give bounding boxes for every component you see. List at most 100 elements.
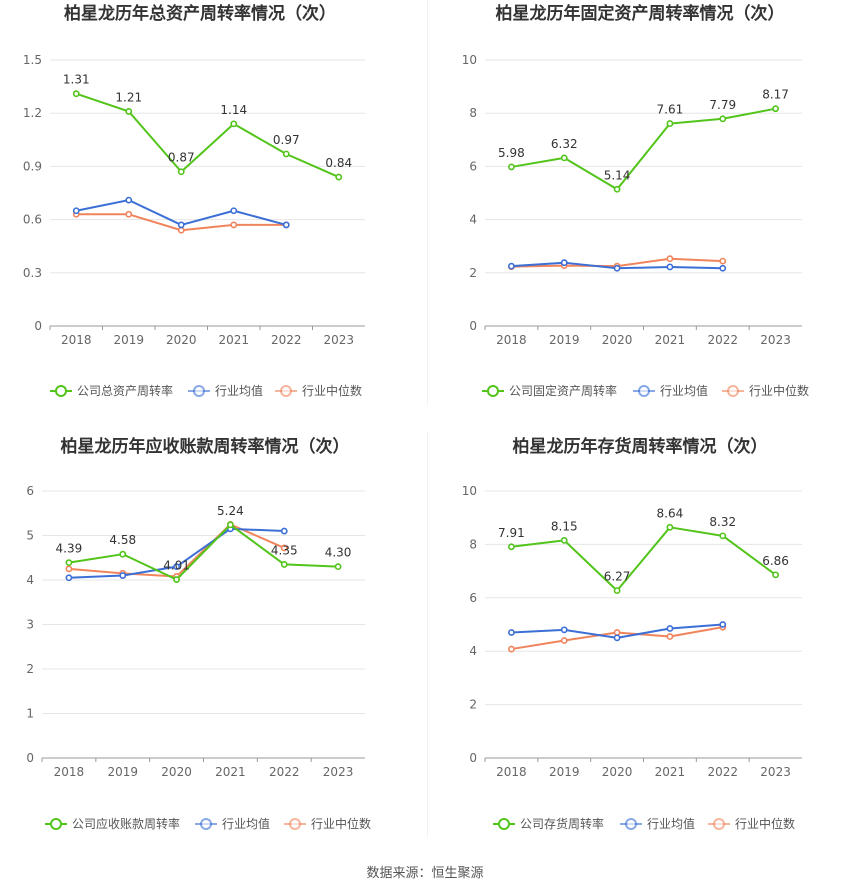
legend-label: 行业均值: [660, 383, 708, 398]
legend-label: 行业中位数: [749, 383, 809, 398]
data-label: 7.79: [709, 98, 736, 112]
data-point-median[interactable]: [613, 629, 621, 636]
data-point-avg[interactable]: [65, 574, 73, 582]
x-tick-label: 2020: [602, 765, 633, 779]
data-point-median[interactable]: [560, 637, 568, 644]
y-tick-label: 10: [462, 53, 477, 67]
data-point-company[interactable]: [119, 550, 127, 558]
data-point-avg[interactable]: [613, 264, 621, 272]
data-point-company[interactable]: [666, 120, 674, 127]
data-point-avg[interactable]: [613, 634, 621, 642]
data-point-company[interactable]: [227, 521, 234, 529]
data-point-company[interactable]: [335, 173, 343, 181]
data-point-avg[interactable]: [280, 527, 288, 535]
data-point-avg[interactable]: [177, 221, 185, 229]
data-label: 6.27: [604, 570, 631, 584]
legend-item-company[interactable]: 公司总资产周转率: [50, 383, 173, 398]
data-point-avg[interactable]: [230, 207, 238, 215]
data-point-company[interactable]: [772, 571, 779, 579]
data-point-avg[interactable]: [719, 621, 727, 628]
y-tick-label: 1: [26, 707, 34, 721]
data-point-median[interactable]: [719, 257, 727, 265]
data-point-median[interactable]: [666, 633, 674, 640]
data-label: 0.87: [168, 151, 195, 165]
y-tick-label: 4: [26, 573, 34, 587]
data-point-company[interactable]: [613, 185, 621, 193]
data-point-avg[interactable]: [560, 259, 568, 267]
legend-label: 公司总资产周转率: [77, 383, 173, 398]
data-point-company[interactable]: [334, 563, 342, 571]
data-point-company[interactable]: [719, 115, 727, 123]
data-point-avg[interactable]: [508, 629, 515, 636]
data-point-company[interactable]: [173, 576, 180, 583]
legend-item-avg[interactable]: 行业均值: [195, 816, 270, 831]
data-point-median[interactable]: [666, 255, 674, 263]
x-tick-label: 2018: [54, 765, 85, 779]
data-point-median[interactable]: [125, 210, 133, 218]
data-point-avg[interactable]: [125, 196, 133, 204]
data-point-company[interactable]: [560, 154, 568, 162]
data-point-avg[interactable]: [173, 563, 180, 571]
data-point-avg[interactable]: [560, 626, 568, 634]
x-tick-label: 2019: [549, 333, 580, 347]
data-point-avg[interactable]: [666, 263, 674, 271]
data-point-avg[interactable]: [719, 264, 727, 272]
legend-item-median[interactable]: 行业中位数: [722, 383, 809, 398]
x-tick-label: 2018: [496, 765, 527, 779]
data-point-company[interactable]: [177, 168, 185, 176]
series-line-company: [511, 526, 777, 592]
data-point-avg[interactable]: [72, 207, 80, 215]
chart-panel-inventory-turnover: 柏星龙历年存货周转率情况（次） 0 2 4 6 8 10 2018 2019 2020 2021 20…: [425, 430, 850, 860]
legend-label: 行业中位数: [302, 383, 362, 398]
legend-marker-icon: [487, 385, 499, 397]
x-tick-label: 2022: [707, 333, 738, 347]
data-point-median[interactable]: [65, 565, 73, 573]
legend-label: 行业均值: [647, 816, 695, 831]
legend-marker-icon: [638, 385, 650, 397]
data-point-company[interactable]: [125, 108, 133, 115]
data-point-company[interactable]: [772, 105, 779, 113]
data-point-median[interactable]: [177, 226, 185, 234]
legend-item-company[interactable]: 公司固定资产周转率: [482, 383, 617, 398]
data-point-company[interactable]: [508, 163, 515, 171]
legend-item-company[interactable]: 公司存货周转率: [493, 816, 604, 831]
data-point-company[interactable]: [230, 120, 238, 128]
data-label: 1.21: [115, 90, 142, 104]
data-point-median[interactable]: [508, 645, 515, 653]
data-point-company[interactable]: [666, 523, 674, 531]
data-label: 1.14: [220, 103, 247, 117]
x-tick-label: 2020: [161, 765, 192, 779]
data-label: 5.98: [498, 146, 525, 160]
x-tick-label: 2022: [707, 765, 738, 779]
legend-item-avg[interactable]: 行业均值: [620, 816, 695, 831]
chart-panel-receivables-turnover: 柏星龙历年应收账款周转率情况（次） 0 1 2 3 4 5 6 2018 2019 2020 2021…: [0, 430, 425, 860]
data-point-company[interactable]: [72, 90, 80, 98]
y-tick-label: 1.2: [23, 106, 42, 120]
legend-item-median[interactable]: 行业中位数: [275, 383, 362, 398]
data-point-company[interactable]: [280, 561, 288, 568]
legend-item-median[interactable]: 行业中位数: [284, 816, 371, 831]
data-point-company[interactable]: [508, 543, 515, 551]
legend-item-avg[interactable]: 行业均值: [188, 383, 263, 398]
data-point-company[interactable]: [65, 559, 73, 567]
data-label: 6.86: [762, 554, 789, 568]
data-point-company[interactable]: [282, 150, 290, 158]
legend-marker-icon: [193, 385, 205, 397]
data-point-avg[interactable]: [666, 625, 674, 632]
y-tick-label: 4: [469, 213, 477, 227]
data-point-median[interactable]: [280, 544, 288, 552]
data-point-avg[interactable]: [119, 572, 127, 579]
legend-item-avg[interactable]: 行业均值: [633, 383, 708, 398]
data-point-avg[interactable]: [282, 221, 290, 229]
legend-item-company[interactable]: 公司应收账款周转率: [45, 816, 180, 831]
x-tick-label: 2018: [496, 333, 527, 347]
data-point-company[interactable]: [560, 536, 568, 544]
legend-label: 公司应收账款周转率: [72, 816, 180, 831]
data-point-company[interactable]: [719, 532, 727, 540]
data-source-note: 数据来源：恒生聚源: [366, 866, 484, 881]
legend-label: 公司存货周转率: [520, 816, 604, 831]
data-point-avg[interactable]: [508, 262, 515, 270]
legend-item-median[interactable]: 行业中位数: [708, 816, 795, 831]
data-point-median[interactable]: [230, 221, 238, 229]
data-point-company[interactable]: [613, 587, 621, 594]
